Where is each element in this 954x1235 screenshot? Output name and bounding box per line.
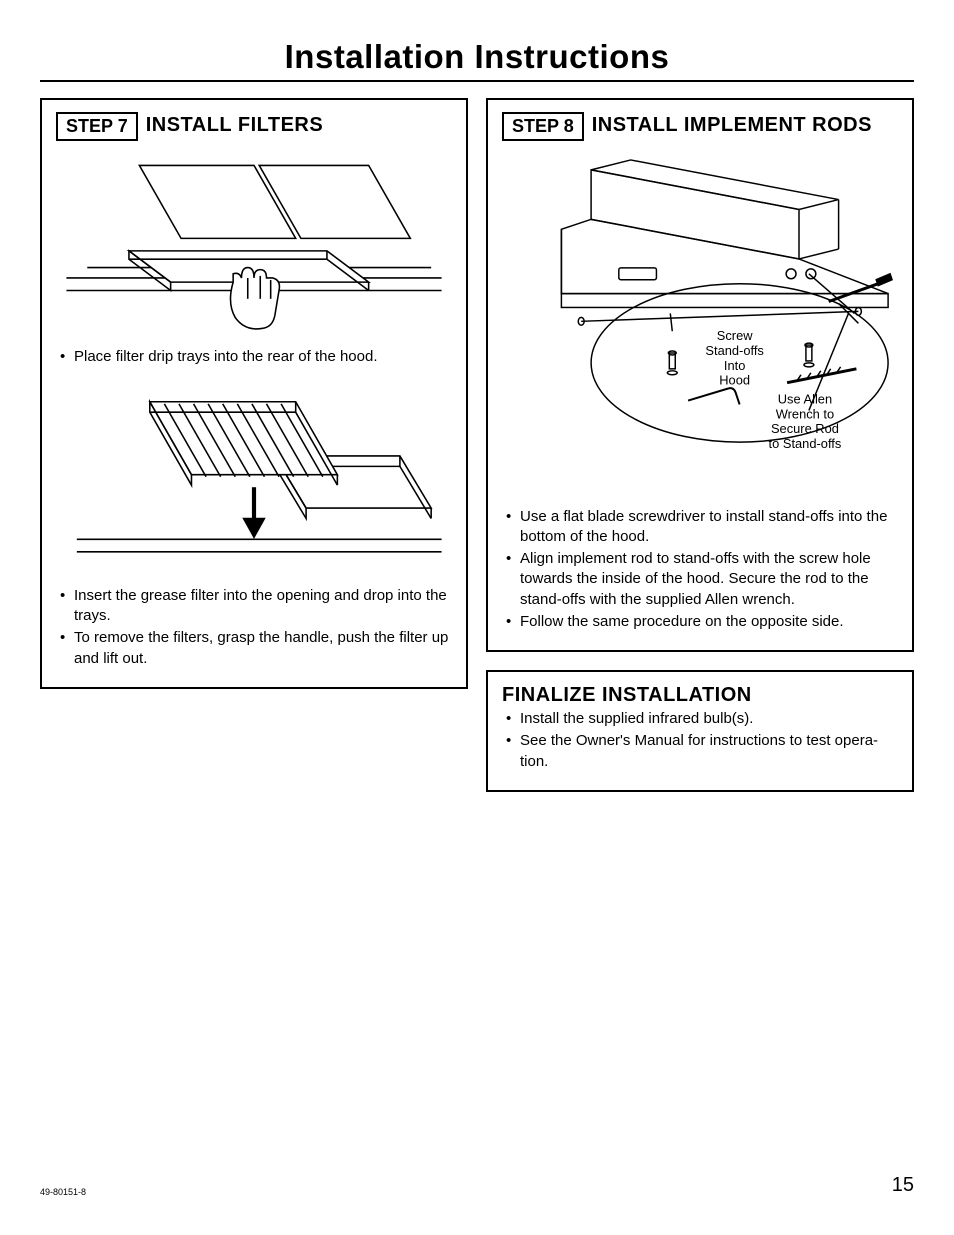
bullet: Insert the grease filter into the openin… bbox=[60, 586, 452, 627]
bullet: Align implement rod to stand-offs with t… bbox=[506, 549, 898, 610]
step7-badge: STEP 7 bbox=[56, 112, 138, 141]
finalize-box: FINALIZE INSTALLATION Install the suppli… bbox=[486, 670, 914, 792]
step8-bullets: Use a flat blade screwdriver to install … bbox=[502, 507, 898, 633]
step8-callout-a: Screw Stand-offs Into Hood bbox=[690, 329, 779, 388]
bullet: Place filter drip trays into the rear of… bbox=[60, 347, 452, 367]
bullet: To remove the filters, grasp the handle,… bbox=[60, 628, 452, 669]
step8-box: STEP 8 INSTALL IMPLEMENT RODS bbox=[486, 98, 914, 652]
bullet: Install the supplied infrared bulb(s). bbox=[506, 709, 898, 729]
step7-illustration-a bbox=[56, 155, 452, 332]
bullet: Use a flat blade screwdriver to install … bbox=[506, 507, 898, 548]
title-rule bbox=[40, 80, 914, 82]
content-columns: STEP 7 INSTALL FILTERS bbox=[40, 98, 914, 810]
bullet: Follow the same procedure on the opposit… bbox=[506, 612, 898, 632]
doc-id: 49-80151-8 bbox=[40, 1187, 86, 1197]
page-title: Installation Instructions bbox=[40, 38, 914, 76]
step8-title: INSTALL IMPLEMENT RODS bbox=[592, 114, 872, 137]
step7-illustration-b bbox=[56, 383, 452, 571]
step7-box: STEP 7 INSTALL FILTERS bbox=[40, 98, 468, 689]
step7-bullets-a: Place filter drip trays into the rear of… bbox=[56, 347, 452, 367]
page-number: 15 bbox=[892, 1174, 914, 1197]
finalize-bullets: Install the supplied infrared bulb(s). S… bbox=[502, 709, 898, 772]
bullet: See the Owner's Manual for instructions … bbox=[506, 731, 898, 772]
step8-callout-b: Use Allen Wrench to Secure Rod to Stand-… bbox=[755, 393, 854, 452]
step8-badge: STEP 8 bbox=[502, 112, 584, 141]
finalize-title: FINALIZE INSTALLATION bbox=[502, 684, 898, 707]
page-footer: 49-80151-8 15 bbox=[40, 1174, 914, 1197]
step8-illustration: Screw Stand-offs Into Hood Use Allen Wre… bbox=[502, 155, 898, 492]
step7-bullets-b: Insert the grease filter into the openin… bbox=[56, 586, 452, 669]
step7-title: INSTALL FILTERS bbox=[146, 114, 324, 137]
